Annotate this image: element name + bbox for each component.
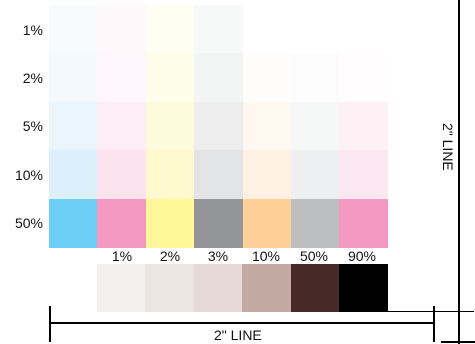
bottom-swatch [339, 264, 388, 312]
tint-swatch [291, 150, 340, 200]
vertical-dimension-label: 2" LINE [440, 123, 456, 171]
vertical-dimension-line [458, 0, 460, 344]
bottom-swatch [290, 264, 340, 312]
tint-swatch [242, 150, 292, 200]
tint-swatch [97, 150, 147, 200]
tint-swatch [291, 101, 340, 151]
tint-swatch [339, 150, 389, 200]
row-label-1: 1% [22, 22, 43, 38]
tint-swatch [194, 150, 244, 200]
column-label-90: 90% [347, 248, 377, 264]
tint-swatch [145, 198, 195, 248]
tint-swatch [97, 5, 147, 54]
tint-swatch [242, 101, 292, 151]
bottom-swatch [97, 264, 146, 312]
tint-swatch [145, 101, 195, 151]
tint-swatch [194, 101, 244, 151]
column-label-1: 1% [111, 248, 133, 264]
tint-swatch [97, 101, 147, 151]
bottom-swatch [145, 264, 195, 312]
tint-swatch [242, 198, 292, 248]
tint-swatch [339, 198, 389, 248]
vertical-dimension-lower-tick [384, 311, 474, 312]
column-label-3: 3% [207, 248, 229, 264]
tint-swatch [339, 53, 389, 103]
tint-swatch [339, 101, 389, 151]
horizontal-dimension-line [50, 322, 434, 324]
tint-swatch [242, 53, 292, 103]
column-label-10: 10% [251, 248, 281, 264]
tint-swatch [97, 53, 147, 103]
tint-swatch [145, 150, 195, 200]
vertical-dimension-bottom-tick [441, 341, 475, 343]
column-label-2: 2% [159, 248, 181, 264]
tint-swatch [194, 5, 244, 54]
bottom-swatch [242, 264, 292, 312]
tint-swatch [194, 198, 244, 248]
tint-swatch [291, 5, 340, 54]
tint-swatch [49, 150, 98, 200]
tint-swatch [291, 198, 340, 248]
horizontal-dimension-right-tick [433, 306, 435, 342]
tint-swatch [145, 5, 195, 54]
tint-swatch [194, 53, 244, 103]
row-label-5: 5% [22, 118, 43, 134]
row-label-2: 2% [22, 70, 43, 86]
tint-swatch [291, 53, 340, 103]
column-label-50: 50% [299, 248, 329, 264]
tint-swatch [49, 5, 98, 54]
tint-swatch [97, 198, 147, 248]
horizontal-dimension-left-tick [49, 306, 51, 342]
tint-swatch [145, 53, 195, 103]
row-label-10: 10% [14, 167, 43, 183]
tint-swatch [339, 5, 389, 54]
row-label-50: 50% [14, 215, 43, 231]
tint-swatch [49, 198, 98, 248]
bottom-swatch [193, 264, 243, 312]
tint-swatch [49, 53, 98, 103]
horizontal-dimension-label: 2" LINE [214, 327, 262, 343]
tint-swatch [242, 5, 292, 54]
tint-swatch [49, 101, 98, 151]
